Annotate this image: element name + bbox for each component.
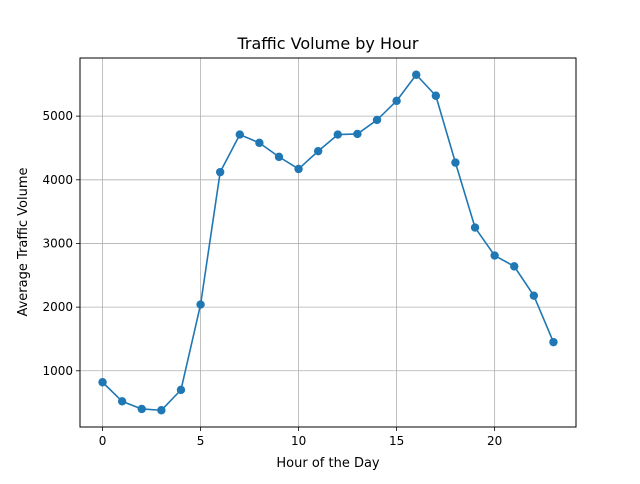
plot-area-frame [79,57,577,428]
x-tick-label: 20 [487,434,502,448]
data-point [470,223,480,232]
y-tick-label: 3000 [42,236,73,250]
y-tick-label: 5000 [42,109,73,123]
data-point [274,152,284,162]
grid-lines [80,58,576,427]
y-tick-label: 2000 [42,300,73,314]
x-axis-label: Hour of the Day [276,456,380,471]
data-point [431,91,441,100]
data-point [490,251,499,260]
data-point [372,115,382,125]
data-point [549,337,558,347]
data-point [451,158,460,167]
data-point [294,164,303,174]
data-point [137,404,146,414]
y-tick-label: 4000 [42,173,73,187]
data-point [176,385,186,395]
data-point [353,129,362,139]
data-point [392,96,401,106]
x-tick-label: 15 [389,434,404,448]
data-point [98,378,107,387]
data-point [235,130,244,139]
y-tick-label: 1000 [42,364,73,378]
data-point [314,146,323,156]
y-axis-label: Average Traffic Volume [16,167,31,316]
chart-title: Traffic Volume by Hour [237,34,419,53]
data-point [412,70,421,79]
axis-ticks: 0 5 10 15 20 1000 2000 3000 4000 5000 [42,109,502,448]
series-line [101,73,555,412]
data-point [117,397,127,406]
data-point [196,300,205,309]
x-tick-label: 10 [291,434,306,448]
data-point [215,167,225,177]
data-point [510,262,519,271]
data-point [529,291,539,300]
x-tick-label: 5 [197,434,205,448]
x-tick-label: 0 [99,434,107,448]
data-point [333,130,342,139]
data-point [157,406,166,415]
data-series [98,70,558,415]
data-point [255,138,264,148]
